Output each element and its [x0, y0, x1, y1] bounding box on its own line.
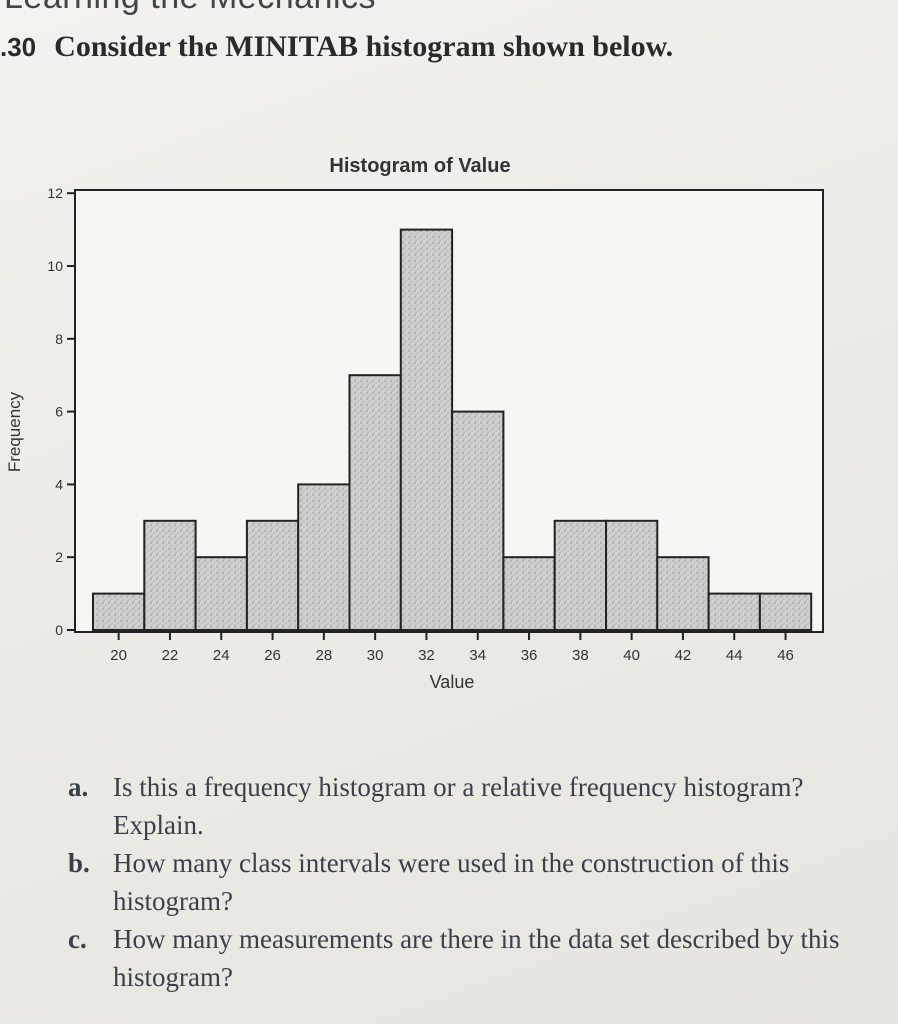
- histogram-bar-38: [553, 519, 608, 631]
- y-tick-label: 4: [55, 476, 63, 492]
- y-tick-label: 0: [55, 622, 63, 638]
- y-tick-label: 10: [47, 258, 63, 274]
- histogram-bar-26: [245, 519, 300, 631]
- question-text: Is this a frequency histogram or a relat…: [113, 772, 804, 840]
- histogram-bar-30: [348, 374, 402, 631]
- x-tick-label: 40: [623, 647, 640, 664]
- y-tick-label: 6: [55, 404, 63, 420]
- histogram-bar-36: [502, 556, 556, 632]
- histogram-bar-22: [143, 519, 197, 631]
- question-list: a. Is this a frequency histogram or a re…: [68, 768, 868, 996]
- histogram-bar-32: [399, 228, 454, 631]
- x-tick-label: 30: [367, 647, 384, 664]
- question-a: a. Is this a frequency histogram or a re…: [68, 768, 868, 844]
- x-tick-label: 34: [469, 647, 486, 664]
- x-tick-label: 44: [726, 647, 743, 664]
- x-axis: 20 22 24 26 28 30 32 34 36 38 40 42 44 46: [110, 632, 794, 664]
- problem-number: .30: [0, 32, 37, 62]
- question-text: How many class intervals were used in th…: [113, 848, 790, 916]
- histogram-bar-20: [92, 592, 146, 632]
- x-tick-label: 22: [162, 647, 179, 664]
- x-tick-label: 26: [264, 647, 281, 664]
- x-tick-label: 38: [572, 647, 589, 664]
- chart-title: Histogram of Value: [329, 155, 510, 177]
- x-tick-label: 24: [213, 647, 230, 664]
- question-text: How many measurements are there in the d…: [113, 924, 840, 992]
- x-tick-label: 42: [675, 647, 692, 664]
- x-tick-label: 28: [316, 647, 333, 664]
- histogram-bar-34: [451, 410, 505, 631]
- histogram-bar-42: [656, 556, 710, 632]
- x-axis-label: Value: [430, 672, 475, 692]
- y-tick-label: 12: [47, 185, 63, 201]
- question-c: c. How many measurements are there in th…: [68, 920, 868, 996]
- y-tick-label: 2: [55, 549, 63, 565]
- bars-group: [92, 228, 813, 632]
- x-tick-label: 36: [521, 647, 538, 664]
- x-tick-label: 46: [777, 647, 794, 664]
- problem-text: Consider the MINITAB histogram shown bel…: [54, 30, 674, 63]
- y-axis-label: Frequency: [5, 391, 24, 472]
- histogram-bar-24: [194, 556, 248, 632]
- question-letter: c.: [68, 924, 87, 954]
- histogram-chart: Histogram of Value 0 2 4 6 8 10 12 20 22 24 26 28 3…: [0, 140, 898, 700]
- histogram-bar-28: [297, 483, 351, 631]
- x-tick-label: 32: [418, 647, 435, 664]
- question-letter: a.: [68, 772, 89, 802]
- question-b: b. How many class intervals were used in…: [68, 844, 868, 920]
- y-axis: 0 2 4 6 8 10 12: [47, 185, 75, 638]
- histogram-bar-40: [605, 519, 659, 631]
- x-tick-label: 20: [110, 647, 127, 664]
- question-letter: b.: [68, 848, 90, 878]
- problem-statement: .30 Consider the MINITAB histogram shown …: [0, 30, 673, 64]
- histogram-bar-44: [707, 592, 761, 632]
- y-tick-label: 8: [55, 331, 63, 347]
- histogram-bar-46: [758, 592, 813, 632]
- section-heading: Learning the Mechanics: [4, 0, 376, 17]
